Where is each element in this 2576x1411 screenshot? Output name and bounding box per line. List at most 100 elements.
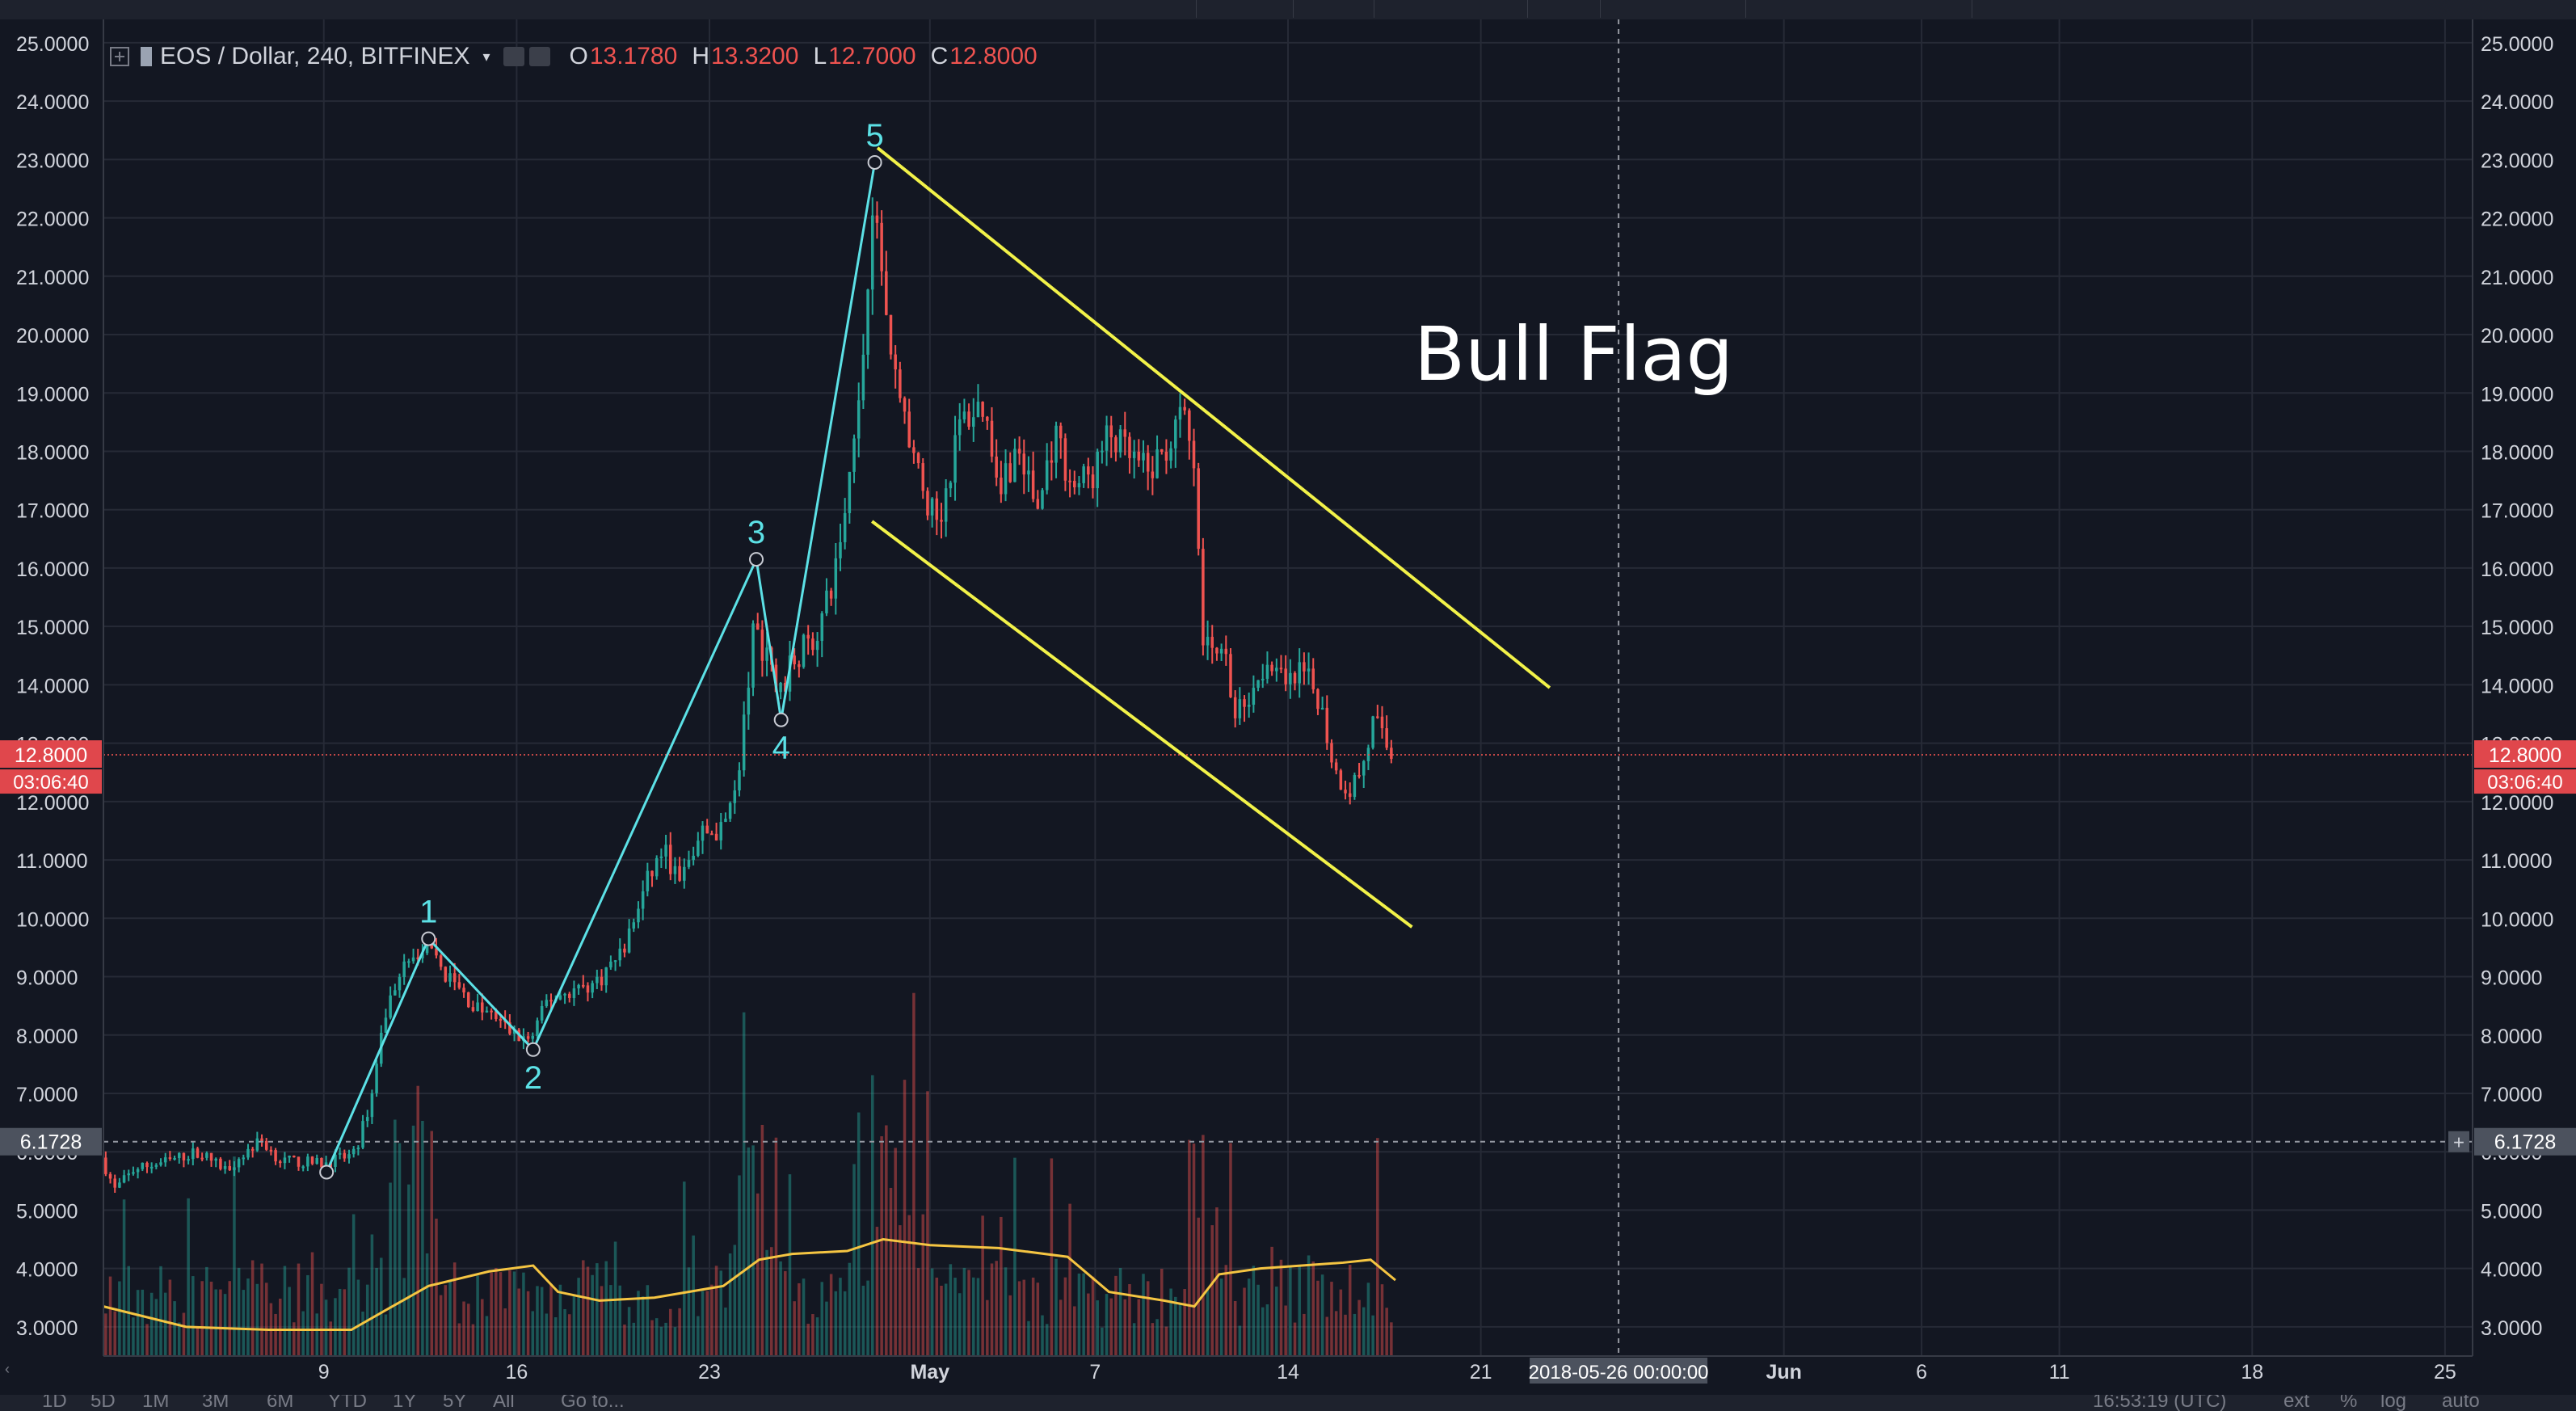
candle-body — [1303, 662, 1306, 672]
range-button-3m[interactable]: 3M — [202, 1395, 229, 1411]
chevron-down-icon[interactable]: ▾ — [482, 48, 490, 65]
y-tick-label-left: 8.0000 — [16, 1026, 78, 1048]
volume-bar — [1261, 1307, 1265, 1356]
expand-icon[interactable] — [110, 47, 129, 66]
candle-body — [351, 1148, 356, 1155]
volume-bar — [1353, 1313, 1357, 1356]
candle-body — [246, 1148, 250, 1158]
candle-body — [889, 314, 893, 355]
candle-body — [356, 1148, 360, 1150]
volume-bar — [820, 1282, 824, 1356]
volume-bar — [439, 1295, 443, 1356]
volume-bar — [567, 1314, 571, 1356]
volume-bar — [512, 1271, 516, 1356]
volume-bar — [435, 1218, 438, 1356]
candle-body — [926, 491, 929, 516]
range-button-ytd[interactable]: YTD — [328, 1395, 367, 1411]
crosshair-time-label: 2018-05-26 00:00:00 — [1529, 1362, 1709, 1384]
volume-bar — [899, 1225, 902, 1356]
log-toggle[interactable]: log — [2380, 1395, 2407, 1411]
candle-body — [765, 647, 768, 661]
volume-bar — [1325, 1316, 1329, 1356]
candle-body — [962, 411, 966, 419]
settings-icon[interactable] — [528, 47, 550, 66]
volume-bar — [1247, 1278, 1251, 1356]
low-key: L — [813, 43, 827, 69]
volume-bar — [421, 1120, 424, 1356]
volume-bar — [540, 1287, 544, 1356]
candle-body — [885, 271, 888, 315]
volume-bar — [738, 1175, 741, 1356]
percent-toggle[interactable]: % — [2340, 1395, 2358, 1411]
candle-body — [196, 1148, 200, 1158]
plus-glyph: + — [2453, 1132, 2464, 1154]
y-tick-label-right: 23.0000 — [2481, 150, 2553, 172]
volume-bar — [411, 1125, 415, 1356]
candle-body — [1265, 664, 1269, 679]
candle-body — [549, 1000, 553, 1002]
range-button-all[interactable]: All — [493, 1395, 515, 1411]
candle-body — [659, 856, 663, 858]
volume-bar — [471, 1324, 475, 1356]
candle-body — [1307, 668, 1311, 672]
volume-bar — [329, 1321, 333, 1356]
volume-bar — [1155, 1319, 1159, 1356]
countdown-badge — [0, 769, 102, 794]
volume-bar — [182, 1312, 186, 1356]
candle-body — [714, 833, 718, 840]
volume-bar — [274, 1313, 277, 1356]
volume-bar — [324, 1299, 328, 1356]
symbol-title[interactable]: EOS / Dollar, 240, BITFINEX — [160, 43, 470, 69]
volume-bar — [205, 1266, 208, 1356]
crosshair-time-badge — [1530, 1358, 1708, 1384]
candle-body — [471, 1007, 475, 1012]
volume-bar — [154, 1299, 158, 1356]
volume-bar — [113, 1311, 116, 1356]
range-button-5y[interactable]: 5Y — [443, 1395, 467, 1411]
volume-bar — [609, 1285, 612, 1356]
candle-body — [141, 1162, 145, 1169]
chevron-left-icon[interactable]: ‹ — [5, 1361, 10, 1377]
candle-body — [1247, 705, 1251, 707]
candle-body — [848, 471, 852, 513]
wave-point — [773, 712, 789, 727]
volume-bar — [1376, 1138, 1379, 1356]
last-price-badge-left — [0, 740, 102, 769]
volume-bar — [104, 1313, 107, 1356]
range-button-1m[interactable]: 1M — [142, 1395, 170, 1411]
x-tick-label: 18 — [2241, 1361, 2263, 1384]
y-tick-label-left: 20.0000 — [16, 325, 89, 347]
candle-body — [1270, 664, 1273, 672]
candle-body — [861, 354, 865, 401]
goto-button[interactable]: Go to... — [561, 1395, 625, 1411]
volume-bar — [485, 1316, 489, 1356]
volume-bar — [1366, 1283, 1370, 1356]
range-button-1y[interactable]: 1Y — [393, 1395, 417, 1411]
candle-body — [774, 664, 778, 693]
volume-bar — [582, 1260, 585, 1356]
range-button-5d[interactable]: 5D — [90, 1395, 116, 1411]
eye-icon[interactable] — [503, 47, 524, 66]
ext-toggle[interactable]: ext — [2283, 1395, 2310, 1411]
close-key: C — [930, 43, 949, 69]
candle-body — [1256, 680, 1260, 689]
range-button-6m[interactable]: 6M — [267, 1395, 294, 1411]
volume-bar — [416, 1085, 419, 1356]
y-tick-label-left: 9.0000 — [16, 967, 78, 990]
y-tick-label-left: 14.0000 — [16, 675, 89, 697]
x-tick-label: 11 — [2049, 1361, 2070, 1384]
candle-body — [1183, 406, 1186, 411]
volume-bar — [637, 1291, 640, 1356]
volume-bar — [297, 1263, 301, 1356]
volume-bar — [228, 1281, 232, 1356]
candle-body — [1353, 775, 1357, 798]
volume-bar — [728, 1253, 732, 1356]
candle-body — [384, 1017, 388, 1034]
volume-bar — [903, 1080, 907, 1356]
candle-body — [655, 857, 659, 877]
range-button-1d[interactable]: 1D — [42, 1395, 67, 1411]
candle-body — [293, 1156, 296, 1158]
y-tick-label-left: 7.0000 — [16, 1084, 78, 1106]
auto-toggle[interactable]: auto — [2442, 1395, 2480, 1411]
